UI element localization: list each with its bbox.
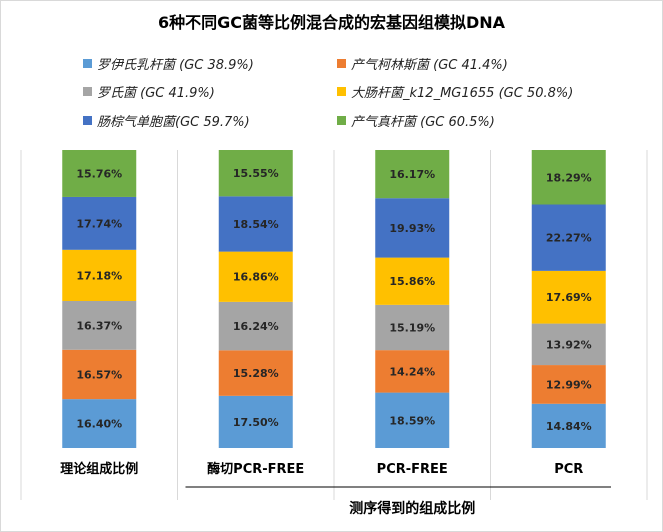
- legend-swatch-collinsella: [337, 58, 346, 68]
- data-label: 12.99%: [546, 378, 592, 391]
- bar-segment: [218, 196, 293, 252]
- data-label: 22.27%: [546, 232, 592, 245]
- legend-label-reuteri: 罗伊氏乳杆菌 (GC 38.9%): [97, 57, 254, 73]
- bar-segment: [62, 196, 137, 250]
- data-label: 16.86%: [233, 271, 279, 284]
- x-tick-label: PCR: [554, 462, 583, 477]
- chart-title: 6种不同GC菌等比例混合成的宏基因组模拟DNA: [157, 13, 506, 32]
- legend-item-collinsella: 产气柯林斯菌 (GC 41.4%): [337, 54, 508, 73]
- bar-segment: [62, 399, 137, 448]
- data-label: 16.37%: [76, 319, 122, 332]
- legend-item-reuteri: 罗伊氏乳杆菌 (GC 38.9%): [83, 54, 254, 73]
- bar-segment: [375, 392, 450, 448]
- bar-segment: [218, 251, 293, 302]
- data-label: 16.57%: [76, 368, 122, 381]
- bar-segment: [62, 300, 137, 350]
- data-label: 17.18%: [76, 269, 122, 282]
- bar-segment: [375, 304, 450, 351]
- data-label: 17.69%: [546, 291, 592, 304]
- bar-segment: [218, 350, 293, 396]
- data-label: 13.92%: [546, 338, 592, 351]
- data-label: 18.29%: [546, 171, 592, 184]
- x-tick-label: PCR-FREE: [377, 462, 448, 477]
- bar-segment: [531, 270, 606, 324]
- bar-segment: [531, 323, 606, 366]
- data-label: 14.24%: [389, 365, 435, 378]
- bar-segment: [62, 150, 137, 197]
- data-label: 14.84%: [546, 420, 592, 433]
- bar-segment: [218, 301, 293, 351]
- legend-swatch-reuteri: [83, 58, 92, 68]
- bar-segment: [531, 204, 606, 271]
- group-label: 测序得到的组成比例: [349, 500, 475, 517]
- legend-swatch-aeromonas: [83, 115, 92, 125]
- legend-label-collinsella: 产气柯林斯菌 (GC 41.4%): [351, 57, 508, 73]
- legend-label-ecoli: 大肠杆菌_k12_MG1655 (GC 50.8%): [351, 85, 574, 101]
- data-label: 16.40%: [76, 418, 122, 431]
- data-label: 15.19%: [389, 322, 435, 335]
- bar-segment: [375, 198, 450, 258]
- bar-segment: [218, 395, 293, 448]
- data-label: 18.54%: [233, 218, 279, 231]
- legend-swatch-eubacterium: [337, 115, 346, 125]
- data-label: 15.86%: [389, 275, 435, 288]
- legend-item-ecoli: 大肠杆菌_k12_MG1655 (GC 50.8%): [337, 82, 574, 101]
- bar-segment: [531, 403, 606, 448]
- bar-segment: [62, 249, 137, 301]
- data-label: 17.50%: [233, 416, 279, 429]
- legend-label-roseburia: 罗氏菌 (GC 41.9%): [97, 85, 215, 101]
- bar-segment: [218, 150, 293, 197]
- data-label: 15.28%: [233, 367, 279, 380]
- legend-item-eubacterium: 产气真杆菌 (GC 60.5%): [337, 111, 495, 130]
- bar-segment: [531, 365, 606, 404]
- legend-swatch-ecoli: [337, 86, 346, 96]
- data-label: 15.76%: [76, 167, 122, 180]
- bar-segment: [375, 150, 450, 199]
- legend-label-eubacterium: 产气真杆菌 (GC 60.5%): [351, 114, 495, 130]
- data-label: 17.74%: [76, 217, 122, 230]
- bar-segment: [375, 257, 450, 305]
- data-label: 15.55%: [233, 167, 279, 180]
- data-label: 19.93%: [389, 222, 435, 235]
- bar-segment: [62, 349, 137, 400]
- x-tick-label: 理论组成比例: [60, 461, 138, 477]
- legend-item-aeromonas: 肠棕气单胞菌(GC 59.7%): [83, 111, 250, 130]
- data-label: 16.24%: [233, 320, 279, 333]
- legend-item-roseburia: 罗氏菌 (GC 41.9%): [83, 82, 215, 101]
- x-tick-label: 酶切PCR-FREE: [207, 461, 304, 477]
- bar-segment: [531, 150, 606, 205]
- bar-segment: [375, 350, 450, 393]
- data-label: 18.59%: [389, 414, 435, 427]
- legend-swatch-roseburia: [83, 86, 92, 96]
- legend-label-aeromonas: 肠棕气单胞菌(GC 59.7%): [97, 114, 250, 130]
- data-label: 16.17%: [389, 168, 435, 181]
